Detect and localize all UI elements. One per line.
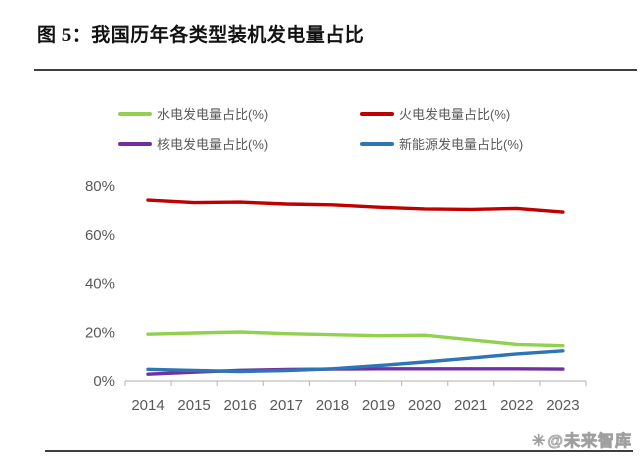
series-line-1: [146, 198, 565, 214]
x-tick-label: 2014: [131, 397, 164, 414]
legend-item-hydro: 水电发电量占比(%): [118, 104, 360, 123]
figure-title: 图 5：我国历年各类型装机发电量占比: [37, 25, 365, 46]
legend-label-newenergy: 新能源发电量占比(%): [399, 137, 524, 152]
x-tick-label: 2015: [177, 397, 210, 414]
nuclear-line-swatch-icon: [118, 141, 152, 146]
legend-item-newenergy: 新能源发电量占比(%): [360, 134, 610, 153]
x-tick-label: 2018: [316, 397, 349, 414]
watermark-text: @未来智库: [547, 433, 632, 451]
watermark-logo-icon: ✳: [531, 433, 547, 451]
y-tick-label: 40%: [85, 276, 115, 293]
title-divider-line: [34, 69, 637, 71]
x-tick-label: 2022: [500, 397, 533, 414]
x-tick-label: 2021: [454, 397, 487, 414]
thermal-line-swatch-icon: [360, 111, 394, 116]
legend-item-thermal: 火电发电量占比(%): [360, 104, 610, 123]
series-line-2: [146, 367, 565, 376]
bottom-divider-line: [45, 450, 633, 452]
legend-label-hydro: 水电发电量占比(%): [157, 107, 269, 122]
watermark: ✳@未来智库: [532, 427, 632, 451]
series-line-0: [146, 330, 565, 348]
x-tick-label: 2017: [270, 397, 303, 414]
newenergy-line-swatch-icon: [360, 141, 394, 146]
y-tick-label: 80%: [85, 178, 115, 195]
chart-legend: 水电发电量占比(%) 火电发电量占比(%) 核电发电量占比(%) 新能源发电量占…: [118, 104, 610, 153]
x-tick-label: 2019: [362, 397, 395, 414]
x-tick-label: 2020: [408, 397, 441, 414]
y-tick-label: 20%: [85, 324, 115, 341]
hydro-line-swatch-icon: [118, 111, 152, 116]
legend-label-nuclear: 核电发电量占比(%): [157, 137, 269, 152]
series-line-3: [146, 349, 565, 374]
y-tick-label: 0%: [93, 373, 115, 390]
legend-label-thermal: 火电发电量占比(%): [399, 107, 511, 122]
x-tick-label: 2016: [224, 397, 257, 414]
legend-item-nuclear: 核电发电量占比(%): [118, 134, 360, 153]
y-tick-label: 60%: [85, 227, 115, 244]
x-tick-label: 2023: [546, 397, 579, 414]
